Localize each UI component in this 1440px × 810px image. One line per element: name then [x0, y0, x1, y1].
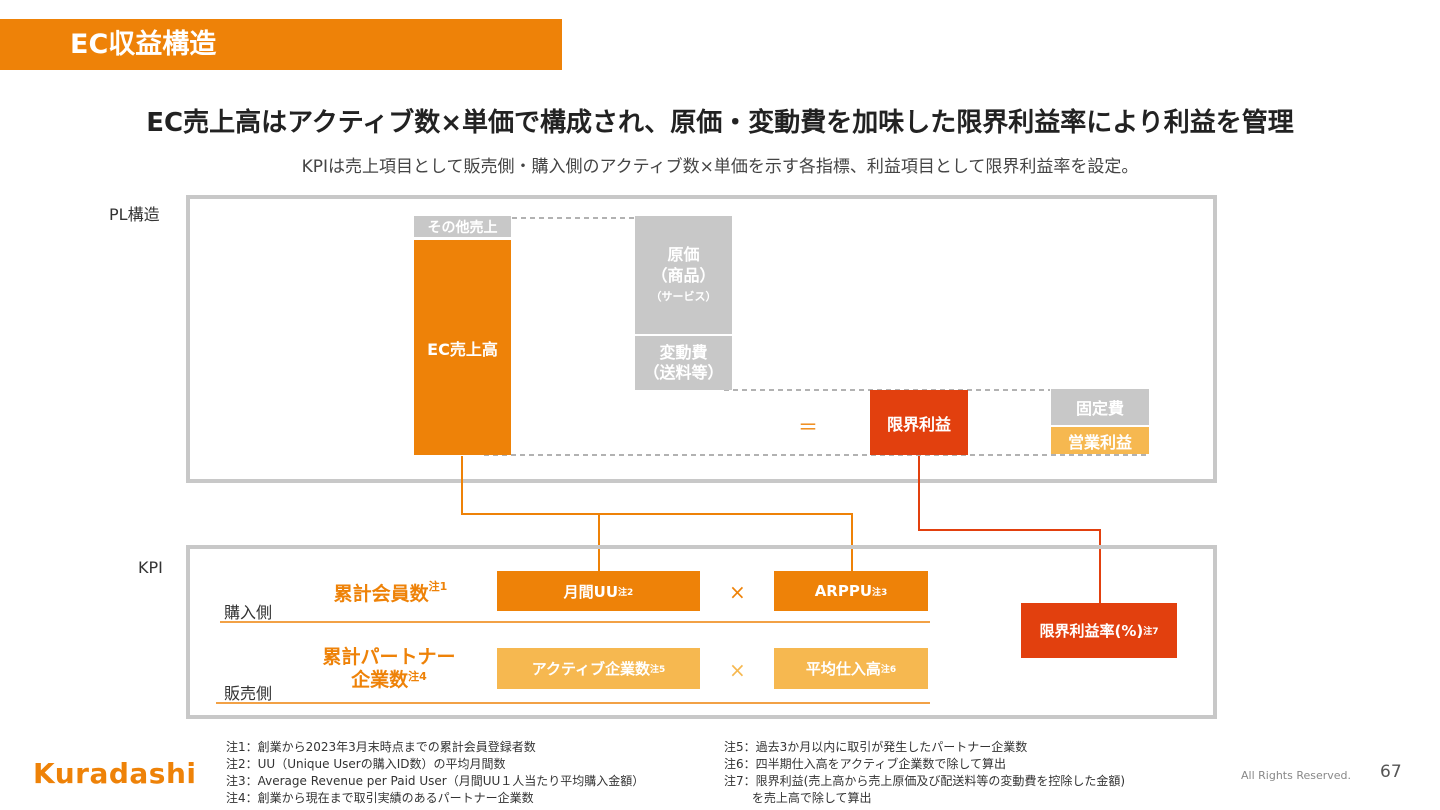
partners-label-line2: 企業数	[351, 669, 409, 691]
arppu-block: ARPPU 注3	[774, 571, 928, 611]
pl-section-label: PL構造	[109, 205, 160, 224]
copyright-text: All Rights Reserved.	[1241, 769, 1352, 782]
active-companies-text: アクティブ企業数	[531, 660, 651, 678]
headline: EC売上高はアクティブ数×単価で構成され、原価・変動費を加味した限界利益率により…	[146, 108, 1294, 138]
page-title: EC収益構造	[70, 29, 217, 60]
avg-purchase-text: 平均仕入高	[805, 660, 881, 678]
note-5: 注5：過去3か月以内に取引が発生したパートナー企業数	[724, 740, 1028, 754]
partners-label-line1: 累計パートナー	[322, 646, 456, 668]
monthly-uu-text: 月間UU	[563, 582, 619, 601]
note-6: 注6：四半期仕入高をアクティブ企業数で除して算出	[724, 757, 1006, 771]
note-4: 注4：創業から現在まで取引実績のあるパートナー企業数	[226, 791, 534, 805]
cost-block: 原価 （商品） （サービス）	[635, 216, 732, 334]
times-sign-seller: ×	[729, 658, 746, 682]
operating-profit-block: 営業利益	[1051, 427, 1149, 454]
notes-right: 注5：過去3か月以内に取引が発生したパートナー企業数 注6：四半期仕入高をアクテ…	[724, 739, 1125, 807]
notes-left: 注1：創業から2023年3月末時点までの累計会員登録者数 注2：UU（Uniqu…	[226, 739, 644, 807]
marginal-profit-block: 限界利益	[870, 390, 968, 455]
variable-cost-block: 変動費 （送料等）	[635, 336, 732, 390]
other-sales-block: その他売上	[414, 216, 511, 237]
page-number: 67	[1380, 762, 1402, 782]
subheadline: KPIは売上項目として販売側・購入側のアクティブ数×単価を示す各指標、利益項目と…	[301, 157, 1139, 177]
active-companies-block: アクティブ企業数 注5	[497, 648, 700, 689]
cost-line1: 原価	[667, 244, 700, 264]
monthly-uu-block: 月間UU 注2	[497, 571, 700, 611]
members-kpi-label: 累計会員数注1	[318, 579, 463, 606]
note-3: 注3：Average Revenue per Paid User（月間UU１人当…	[226, 774, 645, 788]
variable-line2: （送料等）	[643, 363, 724, 382]
members-note: 注1	[428, 580, 448, 593]
monthly-uu-note: 注2	[618, 587, 634, 598]
pl-frame	[186, 195, 1217, 483]
ec-sales-block: EC売上高	[414, 240, 511, 455]
note-1: 注1：創業から2023年3月末時点までの累計会員登録者数	[226, 740, 536, 754]
cost-line2: （商品）	[651, 265, 716, 285]
equals-sign: ＝	[798, 415, 818, 439]
times-sign-buyer: ×	[729, 580, 746, 604]
avg-purchase-block: 平均仕入高 注6	[774, 648, 928, 689]
note-7-cont: を売上高で除して算出	[724, 791, 872, 805]
marginal-rate-text: 限界利益率(%)	[1039, 622, 1144, 640]
arppu-text: ARPPU	[814, 582, 873, 600]
cost-line3: （サービス）	[650, 289, 717, 303]
buyer-side-label: 購入側	[224, 603, 273, 622]
partners-kpi-label: 累計パートナー 企業数注4	[305, 646, 473, 692]
arppu-note: 注3	[872, 587, 888, 598]
connector-ec-arppu	[461, 456, 853, 571]
active-companies-note: 注5	[650, 665, 666, 675]
kpi-section-label: KPI	[138, 558, 163, 577]
fixed-cost-block: 固定費	[1051, 389, 1149, 425]
partners-note: 注4	[408, 670, 427, 683]
kpi-frame	[186, 545, 1217, 719]
header-bar	[0, 19, 562, 70]
marginal-rate-note: 注7	[1143, 627, 1159, 637]
note-2: 注2：UU（Unique Userの購入ID数）の平均月間数	[226, 757, 506, 771]
avg-purchase-note: 注6	[880, 665, 897, 675]
kuradashi-logo: Kuradashi	[33, 757, 197, 790]
variable-line1: 変動費	[659, 343, 708, 362]
members-label-text: 累計会員数	[333, 583, 429, 605]
seller-side-label: 販売側	[224, 684, 273, 703]
connector-margin	[918, 456, 1101, 603]
note-7: 注7：限界利益(売上高から売上原価及び配送料等の変動費を控除した金額)	[724, 774, 1126, 788]
marginal-rate-block: 限界利益率(%) 注7	[1021, 603, 1177, 658]
